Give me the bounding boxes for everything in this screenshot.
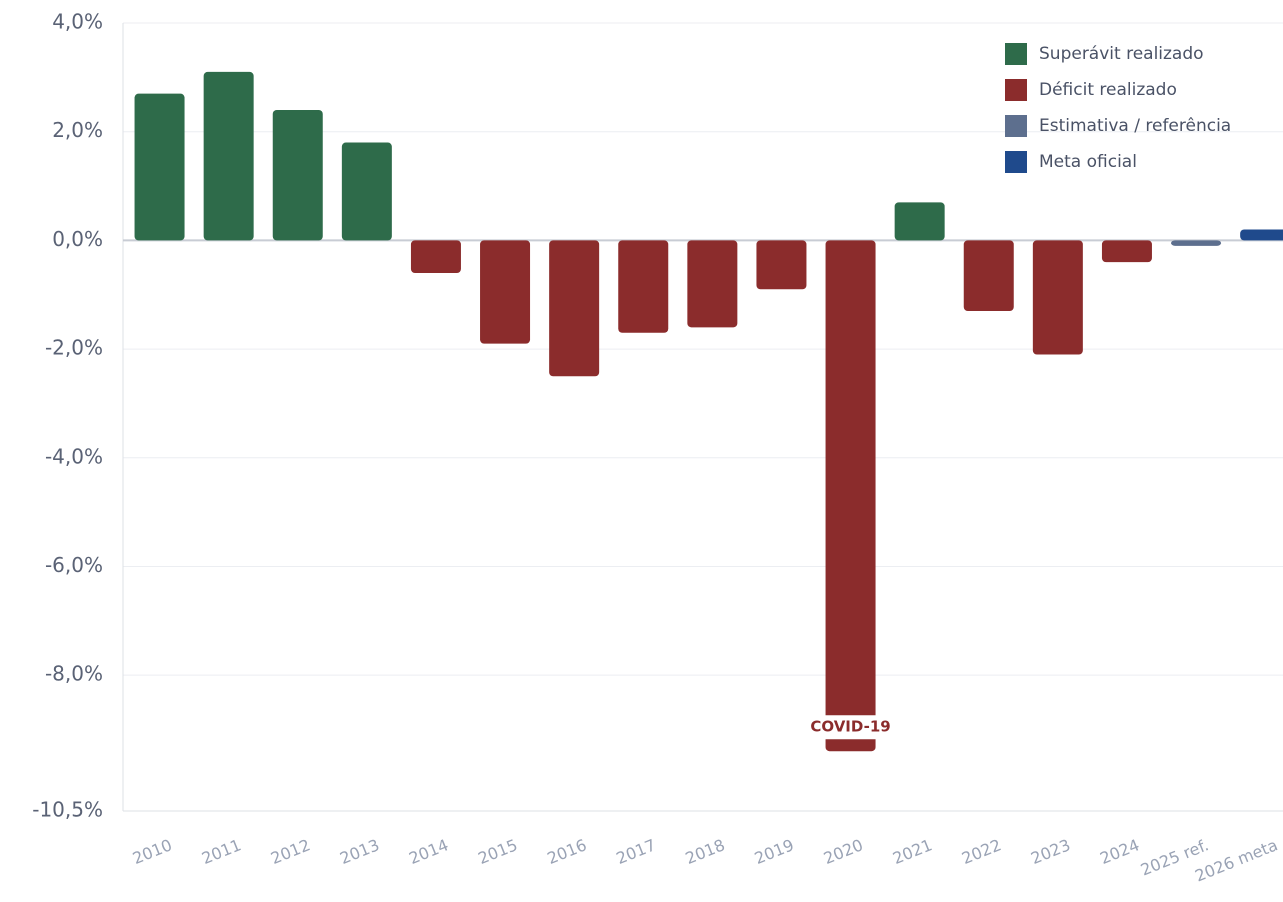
bar <box>410 240 461 273</box>
x-tick-label: 2023 <box>1028 835 1073 868</box>
y-tick-label: -4,0% <box>45 444 103 468</box>
annotation-box <box>805 715 896 740</box>
x-tick-label: 2014 <box>406 835 451 868</box>
legend-label: Déficit realizado <box>1039 80 1177 100</box>
y-tick-label: -8,0% <box>45 662 103 686</box>
bar <box>894 202 945 241</box>
legend-swatch <box>1005 115 1027 137</box>
x-tick-label: 2020 <box>821 835 866 868</box>
legend-label: Superávit realizado <box>1039 44 1204 64</box>
bar <box>341 142 392 241</box>
x-tick-label: 2013 <box>337 835 382 868</box>
x-tick-label: 2011 <box>199 835 244 868</box>
legend-swatch <box>1005 79 1027 101</box>
x-tick-label: 2022 <box>959 835 1004 868</box>
y-tick-label: -6,0% <box>45 553 103 577</box>
bar <box>203 71 254 241</box>
y-tick-label: 0,0% <box>52 227 103 251</box>
legend-swatch <box>1005 43 1027 65</box>
x-tick-label: 2012 <box>268 835 313 868</box>
x-tick-label: 2024 <box>1097 835 1142 868</box>
bar <box>1101 240 1152 263</box>
bar <box>272 109 323 241</box>
x-tick-label: 2021 <box>890 835 935 868</box>
bar <box>963 240 1014 312</box>
bar <box>1171 240 1222 246</box>
bar <box>687 240 738 328</box>
bar <box>134 93 185 241</box>
legend-label: Meta oficial <box>1039 152 1137 172</box>
legend-label: Estimativa / referência <box>1039 116 1231 136</box>
bar <box>480 240 531 344</box>
bar <box>549 240 600 377</box>
bar <box>825 240 876 752</box>
x-tick-label: 2018 <box>683 835 728 868</box>
x-tick-label: 2016 <box>544 835 589 868</box>
bar <box>756 240 807 290</box>
x-tick-label: 2015 <box>475 835 520 868</box>
x-tick-label: 2017 <box>614 835 659 868</box>
y-tick-label: -2,0% <box>45 336 103 360</box>
bar <box>1032 240 1083 355</box>
y-tick-label: 2,0% <box>52 118 103 142</box>
bar <box>618 240 669 333</box>
annotation: COVID-19 <box>810 718 890 736</box>
y-tick-label: -10,5% <box>32 798 103 822</box>
legend-swatch <box>1005 151 1027 173</box>
y-tick-label: 4,0% <box>52 10 103 34</box>
x-tick-label: 2019 <box>752 835 797 868</box>
bar <box>1240 229 1283 241</box>
x-tick-label: 2010 <box>130 835 175 868</box>
